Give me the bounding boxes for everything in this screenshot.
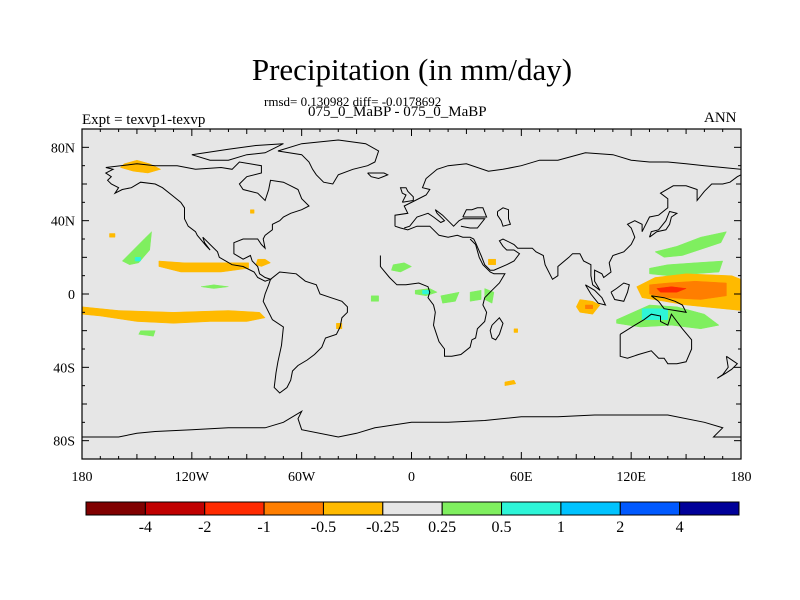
region-north-pacific-orange <box>119 159 162 174</box>
x-tick-label: 60W <box>288 470 316 485</box>
coastline-eurasia <box>394 152 742 291</box>
colorbar-swatch <box>619 501 681 516</box>
coastline-nz <box>716 355 739 379</box>
chart-stats: rmsd= 0.130982 diff= -0.0178692 <box>264 94 442 109</box>
coastline-madagascar <box>489 317 504 341</box>
x-tick-label: 180 <box>731 470 752 485</box>
colorbar-swatch <box>322 501 384 516</box>
coastline-caspian <box>497 207 512 227</box>
coastline-uk <box>399 187 414 203</box>
colorbar-swatch <box>679 501 740 516</box>
region-west-pacific-green <box>654 231 727 258</box>
coastline-new-guinea <box>650 295 687 313</box>
y-tick-label: 80N <box>51 141 75 156</box>
coastline-black-sea <box>462 207 488 218</box>
coastline-borneo <box>610 282 630 302</box>
season-label: ANN <box>704 110 737 126</box>
region-south-pacific-orange-band <box>81 306 266 324</box>
colorbar-label: -0.25 <box>366 519 399 536</box>
region-mexico-orange <box>255 258 272 267</box>
y-tick-label: 40N <box>51 215 75 230</box>
colorbar-label: -2 <box>198 519 211 536</box>
colorbar-swatch <box>85 501 146 516</box>
region-central-africa-green-2 <box>469 290 482 302</box>
map-background <box>82 129 741 459</box>
region-central-africa-green-1 <box>440 291 460 304</box>
region-warm-pool-red <box>649 280 727 300</box>
y-tick-label: 40S <box>53 361 75 376</box>
coastline-australia <box>619 313 693 365</box>
region-congo-cyan <box>422 290 431 295</box>
coastline-japan <box>649 210 679 238</box>
region-bay-orange <box>513 328 518 333</box>
y-tick-label: 0 <box>68 288 75 303</box>
coastline-greenland <box>277 139 380 185</box>
region-indian-ocean-orange <box>504 379 517 386</box>
region-south-pacific-green <box>138 330 156 337</box>
colorbar-label: 0.5 <box>492 519 512 536</box>
colorbar-label: 1 <box>557 519 565 536</box>
x-tick-label: 120W <box>175 470 210 485</box>
colorbar-label: -0.5 <box>311 519 336 536</box>
region-arabia-orange <box>488 258 496 265</box>
coastlines <box>82 139 742 438</box>
colorbar-swatch <box>560 501 621 516</box>
experiment-label: Expt = texvp1-texvp <box>82 112 206 128</box>
region-brazil-green <box>370 295 379 302</box>
region-west-pacific-green-2 <box>649 260 724 276</box>
coastline-south-america <box>262 271 348 394</box>
colorbar-label: 4 <box>676 519 684 536</box>
region-itcz-orange-band <box>158 260 249 273</box>
region-atlantic-small-orange <box>250 209 255 214</box>
colorbar-swatch <box>501 501 562 516</box>
coastline-mediterranean-north <box>404 209 486 229</box>
region-spcz-cyan <box>641 308 669 320</box>
chart-title: Precipitation (in mm/day) <box>251 52 573 87</box>
coastline-africa <box>379 238 506 357</box>
anomaly-regions <box>81 159 742 386</box>
colorbar-swatch <box>263 501 324 516</box>
map-panel: 180 120W 60W 0 60E 120E 180 80N 40N 0 40S 80S <box>51 128 752 485</box>
coastline-iceland <box>367 172 389 180</box>
coastline-sumatra <box>584 284 607 306</box>
colorbar-swatch <box>441 501 503 516</box>
region-east-pacific-green <box>200 284 229 289</box>
coastline-north-america <box>104 161 310 282</box>
colorbar-swatch <box>144 501 206 516</box>
axis-ticks: 180 120W 60W 0 60E 120E 180 80N 40N 0 40S 80S <box>51 129 752 485</box>
x-tick-label: 60E <box>510 470 533 485</box>
colorbar-label: -4 <box>139 519 152 536</box>
region-central-pacific-cyan <box>134 257 141 262</box>
x-tick-label: 180 <box>72 470 93 485</box>
coastline-antarctica <box>82 409 741 438</box>
colorbar: -4 -2 -1 -0.5 -0.25 0.25 0.5 1 2 4 <box>85 501 740 536</box>
colorbar-label: -1 <box>257 519 270 536</box>
colorbar-swatch <box>204 501 265 516</box>
region-central-pacific-green <box>121 231 152 265</box>
colorbar-label: 0.25 <box>428 519 456 536</box>
x-tick-label: 120E <box>616 470 646 485</box>
chart-subtitle: 075_0_MaBP - 075_0_MaBP <box>308 104 487 120</box>
region-pacific-small-orange <box>109 233 116 238</box>
coastline-arctic-islands <box>191 143 284 161</box>
colorbar-label: 2 <box>616 519 624 536</box>
y-tick-label: 80S <box>53 435 75 450</box>
colorbar-swatch <box>382 501 443 516</box>
region-warm-pool-deep-red <box>656 286 687 293</box>
x-tick-label: 0 <box>408 470 415 485</box>
region-west-africa-green <box>391 262 413 273</box>
region-maritime-red <box>585 304 593 309</box>
